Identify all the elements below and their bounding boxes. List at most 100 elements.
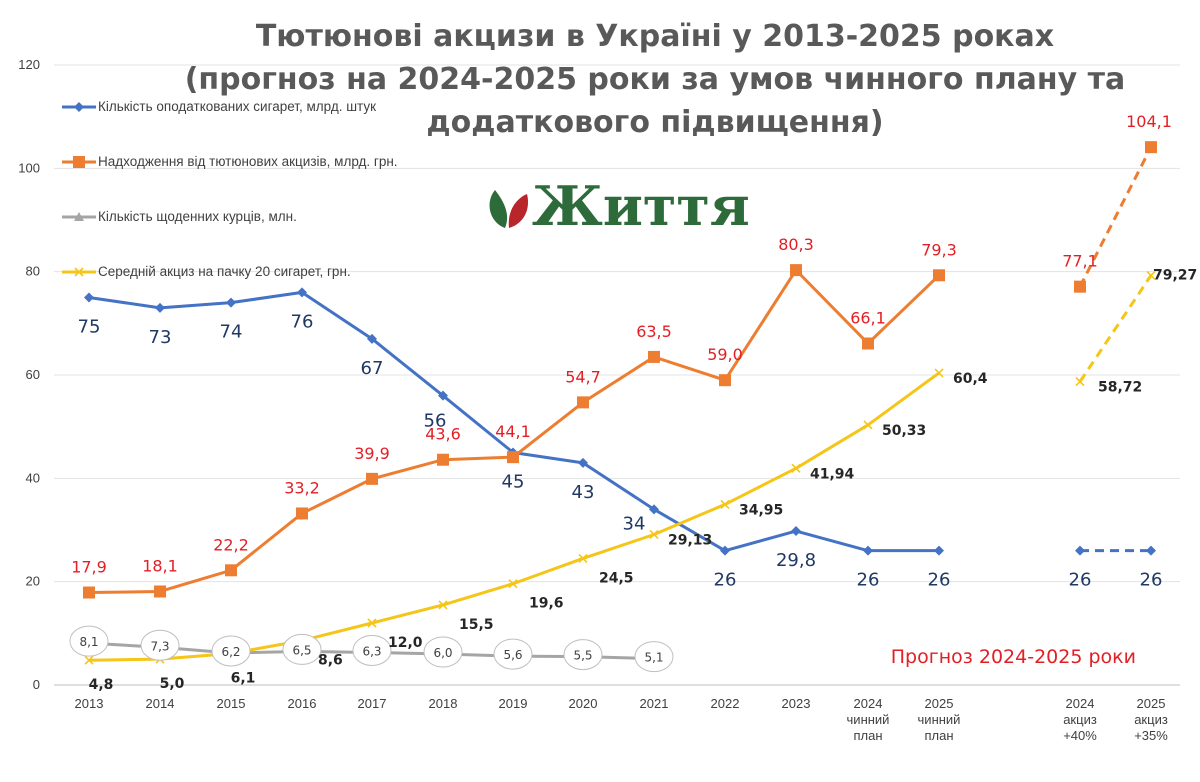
data-point	[74, 267, 84, 277]
data-point	[366, 472, 378, 485]
data-point	[154, 585, 166, 598]
x-tick-label: 2013	[75, 696, 104, 711]
data-point	[648, 350, 660, 363]
data-point	[84, 292, 94, 303]
x-tick-label: чинний	[918, 712, 961, 727]
data-label: 80,3	[778, 235, 814, 254]
data-point	[74, 102, 84, 112]
data-point	[226, 297, 236, 308]
data-label: 15,5	[459, 617, 494, 633]
x-tick-label: 2017	[358, 696, 387, 711]
data-label: 79,3	[921, 240, 957, 259]
data-label: 45	[502, 472, 525, 493]
x-tick-label: 2019	[499, 696, 528, 711]
data-point	[155, 302, 165, 313]
data-label-bubble	[69, 625, 109, 657]
series-line	[88, 371, 940, 662]
y-tick-label: 120	[18, 57, 40, 72]
data-label: 8,1	[79, 635, 98, 649]
data-label: 50,33	[882, 423, 926, 439]
data-label-bubble	[282, 633, 322, 665]
logo: Життя	[489, 174, 750, 238]
forecast-note: Прогноз 2024-2025 роки	[891, 646, 1136, 668]
data-label: 26	[857, 570, 880, 591]
labels-series-3: 4,8 5,0 6,1 8,6 12,0 15,5 19,6 24,5 29,13 34,95 41…	[89, 267, 1198, 693]
data-point	[1075, 545, 1085, 556]
data-point	[863, 545, 873, 556]
data-labels: 75 73 74 76 67 56 45 43 34 26 29,8 26 26 26 26 17,9 18,1…	[69, 112, 1198, 693]
forecast-line	[1078, 146, 1153, 288]
data-label: 22,2	[213, 535, 249, 554]
data-point	[296, 507, 308, 520]
data-label: 63,5	[636, 322, 672, 341]
labels-series-2: 8,1 7,3 6,2 6,5 6,3 6,0 5,6 5,5 5,1	[69, 625, 674, 673]
legend-label: Кількість оподаткованих сигарет, млрд. ш…	[98, 99, 376, 114]
data-label: 5,6	[503, 648, 522, 662]
data-label: 6,3	[362, 644, 381, 658]
data-point	[790, 264, 802, 277]
data-label: 60,4	[953, 371, 988, 387]
data-label: 58,72	[1098, 380, 1142, 396]
leaf-icon	[489, 190, 529, 228]
x-tick-label: акциз	[1063, 712, 1097, 727]
data-point	[1075, 377, 1085, 387]
x-tick-label: 2016	[288, 696, 317, 711]
data-point	[1145, 141, 1157, 154]
data-point	[863, 420, 873, 430]
data-label: 54,7	[565, 367, 601, 386]
data-label: 43,6	[425, 425, 461, 444]
data-point	[74, 212, 84, 221]
legend-label: Надходження від тютюнових акцизів, млрд.…	[98, 154, 398, 169]
data-label: 6,5	[292, 643, 311, 657]
x-tick-label: 2014	[146, 696, 175, 711]
forecast-line	[1078, 274, 1153, 383]
data-label: 19,6	[529, 596, 564, 612]
data-label-bubble	[211, 635, 251, 667]
chart-title: Тютюнові акцизи в Україні у 2013-2025 ро…	[185, 19, 1126, 140]
title-line: (прогноз на 2024-2025 роки за умов чинно…	[185, 62, 1126, 97]
y-tick-label: 60	[26, 367, 40, 382]
data-label-bubble	[140, 629, 180, 661]
x-tick-label: чинний	[847, 712, 890, 727]
data-label: 8,6	[318, 653, 343, 669]
data-label-bubble	[352, 634, 392, 666]
data-label: 7,3	[150, 639, 169, 653]
data-label: 5,5	[573, 649, 592, 663]
data-label: 6,2	[221, 645, 240, 659]
labels-series-1: 17,9 18,1 22,2 33,2 39,9 43,6 44,1 54,7 63,5 59,0…	[71, 112, 1172, 576]
data-point	[577, 396, 589, 409]
data-point	[720, 545, 730, 556]
data-label: 29,8	[776, 550, 816, 571]
data-label: 73	[149, 327, 172, 348]
x-tick-label: акциз	[1134, 712, 1168, 727]
data-label: 76	[291, 311, 314, 332]
data-point	[507, 451, 519, 464]
data-point	[437, 453, 449, 466]
data-label-bubble	[423, 636, 463, 668]
data-label-bubble	[493, 638, 533, 670]
x-tick-label: 2025	[925, 696, 954, 711]
data-label: 26	[928, 570, 951, 591]
data-point	[1146, 545, 1156, 556]
data-point	[649, 504, 659, 515]
data-label: 26	[714, 570, 737, 591]
data-label: 26	[1140, 570, 1163, 591]
data-point	[720, 499, 730, 509]
data-point	[933, 269, 945, 282]
data-point	[1074, 280, 1086, 293]
data-point	[934, 545, 944, 556]
data-point	[367, 618, 377, 628]
data-point	[438, 390, 448, 401]
y-axis: 0 20 40 60 80 100 120	[18, 57, 40, 692]
data-label: 6,1	[231, 670, 256, 686]
data-label: 12,0	[388, 635, 423, 651]
data-point	[719, 374, 731, 387]
x-tick-label: 2024	[854, 696, 883, 711]
data-point	[791, 526, 801, 537]
series-3-x	[84, 270, 1156, 665]
x-tick-label: 2022	[711, 696, 740, 711]
data-label: 74	[220, 322, 243, 343]
data-label: 24,5	[599, 570, 634, 586]
data-label: 56	[424, 411, 447, 432]
